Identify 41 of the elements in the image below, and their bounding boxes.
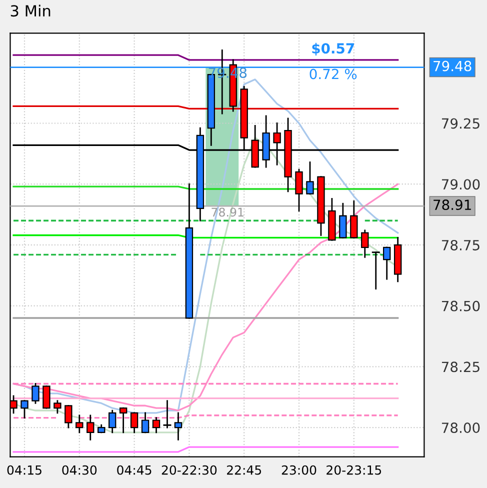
candlestick bbox=[76, 414, 84, 434]
candlestick bbox=[130, 412, 138, 434]
candlestick bbox=[382, 246, 391, 280]
candlestick bbox=[152, 417, 160, 434]
candlestick bbox=[350, 200, 358, 238]
annotation: 79.48 bbox=[208, 68, 247, 78]
candlestick bbox=[361, 230, 369, 258]
ref-line-label: 78.91 bbox=[434, 200, 471, 210]
candlestick bbox=[64, 404, 72, 428]
line-series bbox=[12, 183, 399, 412]
candlestick bbox=[306, 162, 314, 195]
candlestick bbox=[174, 412, 182, 440]
x-tick-label: 23:00 bbox=[282, 465, 316, 475]
x-tick-label: 20-23:15 bbox=[326, 465, 382, 475]
chart-title: 3 Min bbox=[10, 4, 50, 17]
annotation: 0.72 % bbox=[310, 68, 357, 80]
candlestick bbox=[119, 407, 128, 434]
annotation: $0.57 bbox=[312, 42, 354, 56]
y-tick-label: 79.00 bbox=[442, 179, 480, 190]
y-tick-label: 78.50 bbox=[442, 300, 480, 312]
candlestick bbox=[108, 410, 116, 434]
candlestick bbox=[54, 400, 62, 414]
y-tick-label: 78.75 bbox=[442, 240, 480, 250]
y-tick-label: 78.00 bbox=[442, 422, 480, 434]
x-tick-label: 04:15 bbox=[7, 465, 42, 475]
candlestick bbox=[163, 400, 172, 428]
candlestick bbox=[295, 168, 303, 212]
x-tick-label: 04:30 bbox=[62, 465, 97, 475]
candlestick bbox=[20, 400, 28, 419]
ref-line-label: 79.48 bbox=[434, 60, 472, 72]
x-tick-label: 22:45 bbox=[227, 465, 262, 475]
candlestick bbox=[86, 414, 94, 440]
y-tick-label: 79.25 bbox=[442, 118, 480, 129]
x-tick-label: 04:45 bbox=[117, 465, 152, 475]
candlestick bbox=[141, 412, 150, 434]
y-tick-label: 78.25 bbox=[442, 362, 480, 372]
x-tick-label: 20-22:30 bbox=[162, 465, 217, 475]
candlestick bbox=[42, 385, 50, 409]
candlestick bbox=[32, 383, 40, 404]
candlestick bbox=[372, 252, 380, 290]
candlestick bbox=[339, 202, 347, 238]
